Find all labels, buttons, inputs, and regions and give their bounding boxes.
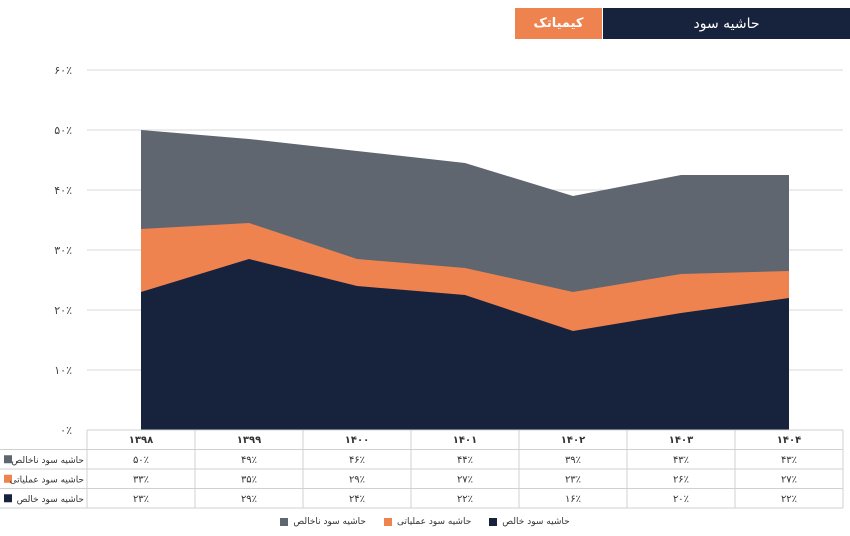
legend-swatch-gross [280,518,289,526]
table-series-label: حاشیه سود خالص [17,495,84,505]
table-cell-row-gross: ۳۹٪ [565,455,581,466]
table-cell-row-operating: ۲۹٪ [349,474,365,485]
x-category-label: ۱۴۰۳ [669,435,693,446]
table-cell-row-operating: ۲۶٪ [673,474,689,485]
x-category-label: ۱۳۹۹ [237,435,261,446]
table-legend-swatch [4,455,12,464]
x-category-label: ۱۴۰۰ [345,435,369,446]
legend-item-gross: حاشیه سود ناخالص [280,517,366,527]
table-cell-row-net: ۲۲٪ [457,494,473,505]
table-cell-row-net: ۲۹٪ [241,494,257,505]
table-cell-row-gross: ۴۴٪ [457,455,473,466]
table-cell-row-net: ۲۲٪ [781,494,797,505]
table-cell-row-gross: ۴۳٪ [673,455,689,466]
table-cell-row-net: ۲۴٪ [349,494,365,505]
table-legend-swatch [4,474,12,483]
legend-label-net: حاشیه سود خالص [502,517,570,527]
table-cell-row-gross: ۴۳٪ [781,455,797,466]
y-tick-label: ۰٪ [60,424,72,437]
legend-item-operating: حاشیه سود عملیاتی [383,517,472,527]
table-cell-row-operating: ۲۷٪ [457,474,473,485]
x-category-label: ۱۴۰۴ [777,435,801,446]
table-cell-row-net: ۱۶٪ [565,494,581,505]
legend-label-gross: حاشیه سود ناخالص [293,517,366,527]
x-category-label: ۱۴۰۱ [453,435,477,446]
legend-item-net: حاشیه سود خالص [489,517,570,527]
table-legend-swatch [4,494,12,503]
table-series-label: حاشیه سود عملیاتی [10,475,84,485]
table-cell-row-net: ۲۳٪ [133,494,149,505]
table-cell-row-operating: ۳۵٪ [241,474,257,485]
table-cell-row-operating: ۳۳٪ [133,474,149,485]
legend-swatch-operating [383,518,392,526]
y-tick-label: ۶۰٪ [54,64,72,77]
x-category-label: ۱۳۹۸ [129,435,153,446]
table-cell-row-gross: ۴۹٪ [241,455,257,466]
y-tick-label: ۱۰٪ [54,364,72,377]
table-cell-row-operating: ۲۷٪ [781,474,797,485]
table-series-label: حاشیه سود ناخالص [11,456,84,466]
x-category-label: ۱۴۰۲ [561,435,585,446]
table-cell-row-net: ۲۰٪ [673,494,689,505]
chart-title: حاشیه سود [603,8,850,39]
table-cell-row-gross: ۴۶٪ [349,455,365,466]
legend: حاشیه سود ناخالص حاشیه سود عملیاتی حاشیه… [0,517,850,527]
y-tick-label: ۵۰٪ [54,124,72,137]
table-cell-row-gross: ۵۰٪ [133,455,149,466]
legend-swatch-net [489,518,498,526]
company-badge: کیمیاتک [515,8,602,39]
y-tick-label: ۳۰٪ [54,244,72,257]
y-tick-label: ۴۰٪ [54,184,72,197]
legend-label-operating: حاشیه سود عملیاتی [396,517,472,527]
area-net-margin [141,259,789,430]
y-tick-label: ۲۰٪ [54,304,72,317]
table-cell-row-operating: ۲۳٪ [565,474,581,485]
